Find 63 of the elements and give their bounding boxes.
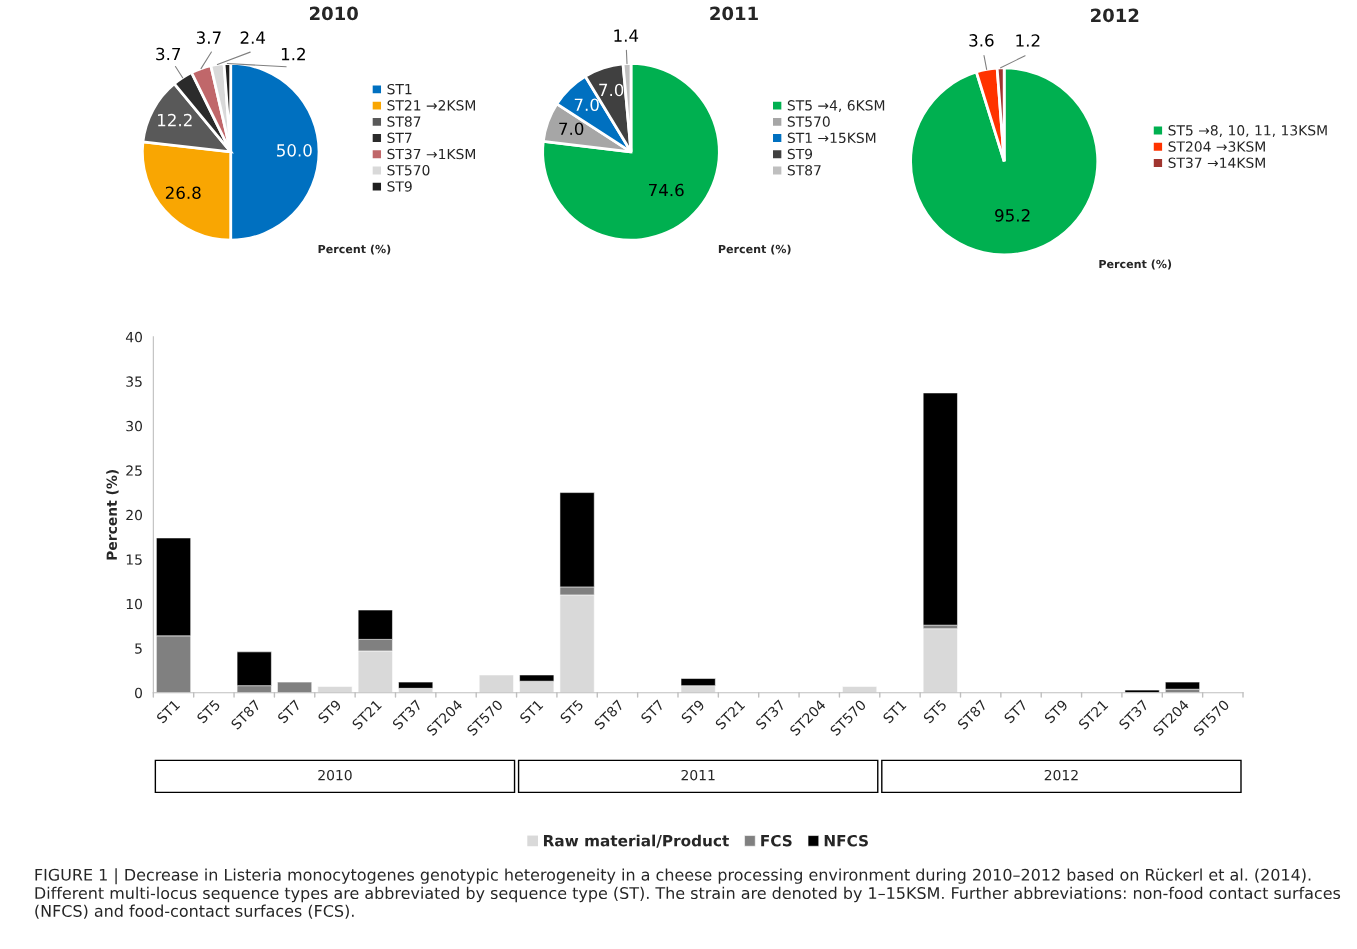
data-label: 1.2 bbox=[281, 47, 305, 61]
x-tick-label: ST9 bbox=[317, 699, 342, 724]
y-tick-label: 40 bbox=[125, 331, 142, 343]
legend-label: ST1 →15KSM bbox=[787, 132, 876, 144]
chart-title: 2012 bbox=[1091, 8, 1139, 23]
chart-title: 2011 bbox=[710, 6, 758, 21]
x-tick-label: ST5 bbox=[922, 699, 948, 724]
chart-title: 2010 bbox=[309, 6, 358, 21]
data-label: 3.7 bbox=[156, 47, 181, 61]
legend-label: ST204 →3KSM bbox=[1168, 141, 1265, 152]
data-label: 1.4 bbox=[614, 29, 639, 42]
text: 2011 bbox=[681, 769, 715, 781]
text: Percent (%) bbox=[718, 244, 791, 255]
y-tick-label: 30 bbox=[126, 420, 142, 432]
legend-label: ST87 bbox=[787, 164, 821, 176]
data-label: 3.7 bbox=[196, 31, 221, 44]
text: 2012 bbox=[1044, 769, 1078, 781]
x-tick-label: ST1 bbox=[882, 699, 907, 724]
legend-label: ST9 bbox=[387, 181, 412, 192]
legend-label: ST37 →1KSM bbox=[387, 148, 475, 160]
data-label: 7.0 bbox=[574, 98, 599, 112]
legend-label: ST5 →4, 6KSM bbox=[787, 100, 885, 113]
legend-label: ST87 bbox=[387, 116, 421, 127]
caption: FIGURE 1 | Decrease in Listeria monocytogenes genotypic heterogeneity in a cheese processing environment during 2010–2012 based on Rückerl et al. (2014). Different multi-locus sequence types are abbreviated by sequence type (ST). The strain are denoted by 1–15KSM. Further abbreviations: non-food contact surfaces (NFCS) and food-contact surfaces (FCS). bbox=[35, 868, 1341, 919]
x-tick-label: ST1 bbox=[519, 699, 544, 724]
x-tick-label: ST1 bbox=[155, 699, 181, 724]
legend-label: ST5 →8, 10, 11, 13KSM bbox=[1168, 125, 1327, 137]
data-label: 74.6 bbox=[648, 183, 684, 197]
legend-label: ST570 bbox=[787, 116, 830, 127]
data-label: 95.2 bbox=[995, 209, 1030, 222]
legend-label: ST37 →14KSM bbox=[1168, 157, 1265, 169]
legend-label: ST9 bbox=[787, 148, 813, 160]
y-tick-label: 20 bbox=[126, 509, 142, 521]
x-tick-label: ST9 bbox=[680, 699, 706, 724]
data-label: 2.4 bbox=[240, 31, 266, 44]
y-tick-label: 0 bbox=[135, 687, 142, 699]
x-tick-label: ST9 bbox=[1043, 699, 1069, 724]
data-label: 7.0 bbox=[599, 83, 624, 97]
y-axis-title: Percent (%) bbox=[106, 469, 119, 560]
y-tick-label: 5 bbox=[135, 643, 142, 654]
data-label: 12.2 bbox=[158, 113, 192, 127]
data-label: 1.2 bbox=[1016, 34, 1040, 47]
legend-label: ST570 bbox=[387, 164, 430, 176]
data-label: 7.0 bbox=[559, 122, 584, 136]
text: Percent (%) bbox=[318, 244, 391, 255]
legend-label: ST21 →2KSM bbox=[387, 100, 475, 111]
y-tick-label: 15 bbox=[126, 554, 142, 565]
legend-label: NFCS bbox=[824, 834, 868, 847]
data-label: 26.8 bbox=[165, 186, 201, 200]
legend-label: Raw material/Product bbox=[543, 834, 729, 848]
y-tick-label: 35 bbox=[126, 376, 142, 387]
x-tick-label: ST5 bbox=[196, 699, 221, 724]
text: Percent (%) bbox=[1099, 259, 1172, 270]
text: 2010 bbox=[318, 769, 352, 781]
x-tick-label: ST5 bbox=[559, 699, 584, 724]
legend-label: ST7 bbox=[387, 132, 412, 144]
y-tick-label: 25 bbox=[126, 465, 142, 476]
legend-label: ST1 bbox=[387, 83, 412, 95]
y-tick-label: 10 bbox=[126, 598, 142, 610]
legend-label: FCS bbox=[761, 834, 792, 847]
data-label: 3.6 bbox=[969, 34, 994, 47]
data-label: 50.0 bbox=[277, 144, 312, 157]
x-tick-label: ST7 bbox=[276, 699, 302, 724]
